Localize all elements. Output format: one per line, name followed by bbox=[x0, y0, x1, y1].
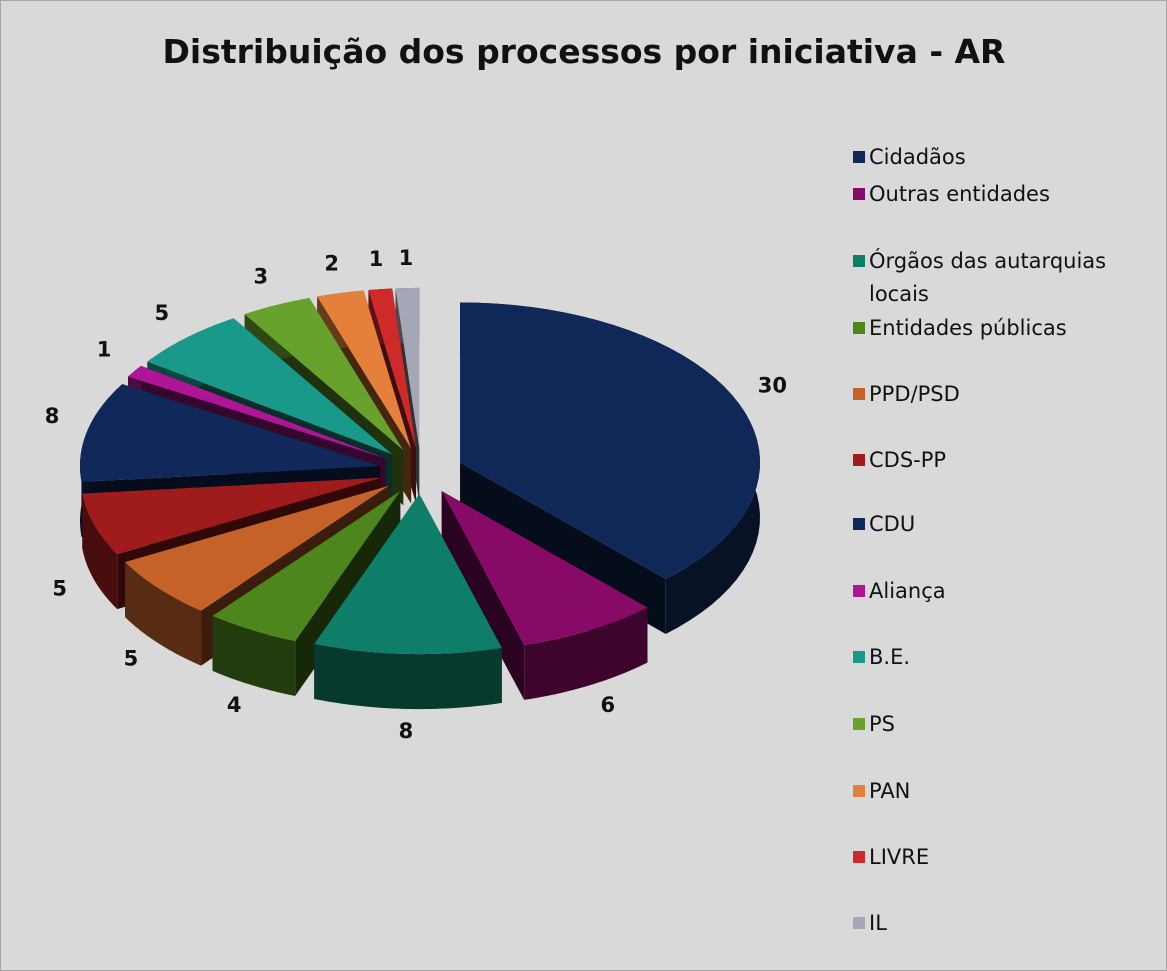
data-label: 1 bbox=[399, 246, 414, 270]
data-label: 5 bbox=[52, 576, 67, 600]
legend-swatch bbox=[853, 255, 865, 267]
legend-item: IL bbox=[853, 907, 1153, 940]
legend-label: IL bbox=[869, 911, 887, 935]
slice-top bbox=[441, 491, 648, 645]
slice-top bbox=[125, 485, 389, 611]
legend-swatch bbox=[853, 151, 865, 163]
data-label: 1 bbox=[97, 338, 112, 362]
legend-swatch bbox=[853, 585, 865, 597]
legend-label: PPD/PSD bbox=[869, 382, 960, 406]
legend-label: Aliança bbox=[869, 579, 946, 603]
legend-label: PS bbox=[869, 712, 895, 736]
legend-swatch bbox=[853, 388, 865, 400]
legend-swatch bbox=[853, 188, 865, 200]
legend-item: Entidades públicas bbox=[853, 312, 1153, 345]
legend-swatch bbox=[853, 454, 865, 466]
legend-item: LIVRE bbox=[853, 841, 1153, 874]
legend-label: PAN bbox=[869, 779, 911, 803]
slice-top bbox=[460, 302, 760, 579]
legend-swatch bbox=[853, 785, 865, 797]
slice-top bbox=[244, 298, 404, 451]
legend-label: CDU bbox=[869, 512, 916, 536]
legend-swatch bbox=[853, 518, 865, 530]
slice-top bbox=[127, 365, 386, 459]
legend-label: Outras entidades bbox=[869, 182, 1050, 206]
legend-label: Cidadãos bbox=[869, 145, 966, 169]
data-label: 5 bbox=[124, 647, 139, 671]
slice-top bbox=[314, 494, 502, 655]
data-label: 5 bbox=[154, 301, 169, 325]
slice-wall bbox=[314, 643, 502, 710]
legend-label: Entidades públicas bbox=[869, 316, 1067, 340]
slice-top bbox=[82, 477, 381, 555]
slice-wall bbox=[212, 615, 296, 696]
data-label: 8 bbox=[399, 719, 414, 743]
data-label: 1 bbox=[369, 247, 384, 271]
legend-item: Aliança bbox=[853, 575, 1153, 608]
legend-item: Outras entidades bbox=[853, 178, 1153, 211]
legend-label: Órgãos das autarquias locais bbox=[869, 249, 1107, 306]
chart-title: Distribuição dos processos por iniciativ… bbox=[163, 32, 1006, 71]
slice-top bbox=[395, 287, 420, 448]
legend-item: PPD/PSD bbox=[853, 378, 1153, 411]
data-label: 3 bbox=[254, 265, 269, 289]
pie-slice bbox=[441, 491, 648, 700]
slice-top bbox=[147, 318, 393, 455]
legend-label: CDS-PP bbox=[869, 448, 947, 472]
legend-item: B.E. bbox=[853, 641, 1153, 674]
slice-top bbox=[317, 290, 412, 449]
slice-side bbox=[441, 491, 525, 700]
legend-label: B.E. bbox=[869, 645, 911, 669]
legend-item: CDS-PP bbox=[853, 444, 1153, 477]
legend-swatch bbox=[853, 651, 865, 663]
slice-wall bbox=[524, 607, 648, 700]
legend-label: LIVRE bbox=[869, 845, 930, 869]
data-label: 6 bbox=[601, 693, 616, 717]
legend-item: CDU bbox=[853, 508, 1153, 541]
slice-top bbox=[368, 288, 417, 449]
data-label: 2 bbox=[324, 251, 339, 275]
legend-item: PAN bbox=[853, 775, 1153, 808]
data-label: 30 bbox=[758, 373, 787, 397]
legend-item: Órgãos das autarquias locais bbox=[853, 245, 1153, 311]
slice-wall bbox=[82, 493, 118, 610]
slice-top bbox=[80, 384, 381, 482]
slice-wall bbox=[125, 562, 202, 666]
legend-swatch bbox=[853, 851, 865, 863]
legend-item: Cidadãos bbox=[853, 141, 1153, 174]
legend-swatch bbox=[853, 322, 865, 334]
data-label: 8 bbox=[45, 404, 60, 428]
legend-swatch bbox=[853, 718, 865, 730]
legend-swatch bbox=[853, 917, 865, 929]
legend-item: PS bbox=[853, 708, 1153, 741]
slice-top bbox=[212, 491, 401, 641]
data-label: 4 bbox=[227, 693, 242, 717]
pie-slice bbox=[314, 494, 502, 710]
